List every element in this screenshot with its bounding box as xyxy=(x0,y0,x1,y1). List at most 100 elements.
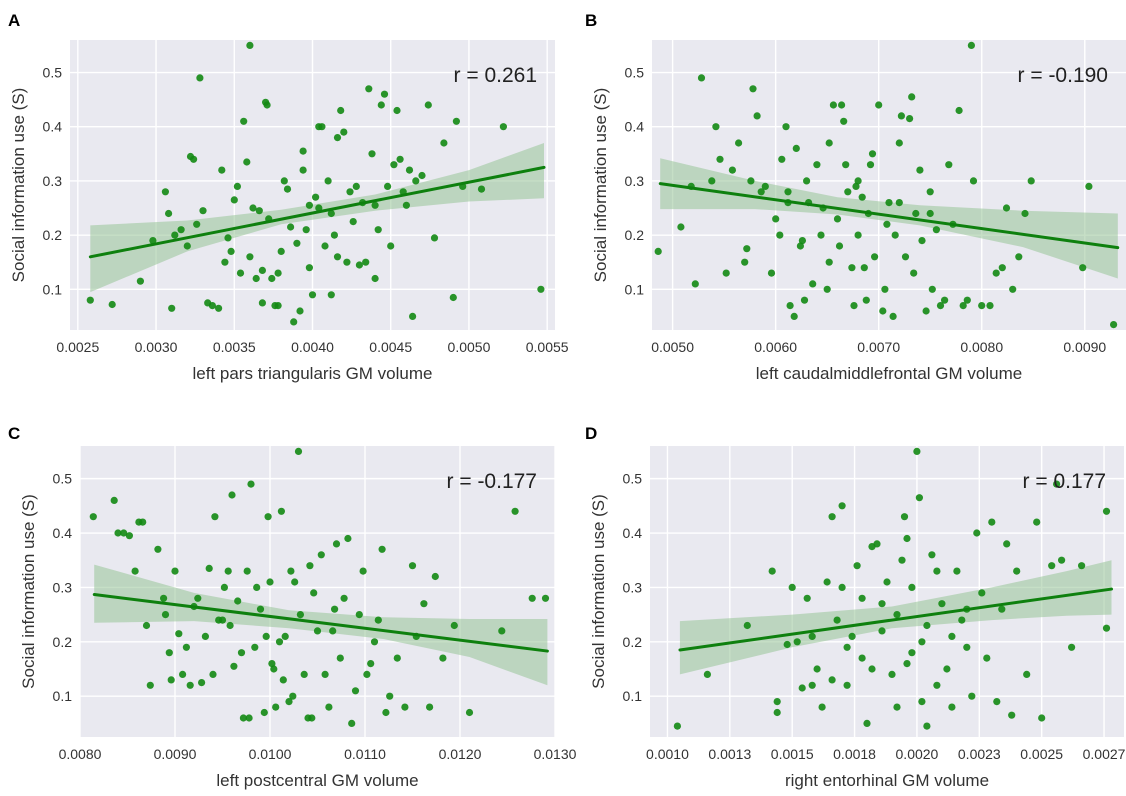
data-point xyxy=(1110,321,1118,329)
data-point xyxy=(431,572,439,581)
data-point xyxy=(440,139,448,147)
data-point xyxy=(895,199,903,207)
data-point xyxy=(346,188,354,196)
data-point xyxy=(268,274,276,283)
data-point xyxy=(793,638,801,646)
data-point xyxy=(888,670,896,679)
data-point xyxy=(691,280,699,288)
data-point xyxy=(327,209,335,218)
x-tick-label: 0.0045 xyxy=(369,339,412,355)
data-point xyxy=(848,632,856,641)
data-point xyxy=(333,134,342,142)
data-point xyxy=(511,507,519,515)
data-point xyxy=(321,670,329,679)
y-axis-label: Social information use (S) xyxy=(589,494,608,689)
data-point xyxy=(193,220,201,228)
data-point xyxy=(790,312,798,320)
x-tick-label: 0.0027 xyxy=(1083,746,1126,762)
data-point xyxy=(747,177,755,185)
data-point xyxy=(266,578,274,586)
x-tick-label: 0.0055 xyxy=(526,339,569,355)
panel-letter: A xyxy=(8,11,20,30)
x-tick-label: 0.0090 xyxy=(1063,339,1106,355)
data-point xyxy=(969,177,978,185)
data-point xyxy=(305,264,313,272)
data-point xyxy=(465,708,474,717)
data-point xyxy=(317,551,325,559)
data-point xyxy=(258,266,266,274)
data-point xyxy=(1009,285,1017,293)
data-point xyxy=(891,231,899,239)
x-tick-label: 0.0023 xyxy=(958,746,1001,762)
data-point xyxy=(289,692,297,700)
data-point xyxy=(825,258,833,266)
data-point xyxy=(933,567,941,575)
data-point xyxy=(897,112,906,120)
data-point xyxy=(828,513,836,521)
data-point xyxy=(332,540,341,548)
data-point xyxy=(988,518,996,526)
data-point xyxy=(165,209,173,218)
y-tick-label: 0.5 xyxy=(43,65,63,81)
data-point xyxy=(208,302,216,310)
data-point xyxy=(854,231,862,239)
data-point xyxy=(234,597,242,605)
data-point xyxy=(873,540,881,548)
data-point xyxy=(818,703,826,711)
x-tick-label: 0.0070 xyxy=(857,339,900,355)
data-point xyxy=(889,312,897,320)
y-tick-label: 0.3 xyxy=(43,173,63,189)
data-point xyxy=(1053,480,1061,488)
data-point xyxy=(283,185,292,193)
data-point xyxy=(260,708,268,717)
data-point xyxy=(716,155,724,163)
data-point xyxy=(287,567,295,575)
data-point xyxy=(268,660,276,668)
data-point xyxy=(211,513,219,521)
data-point xyxy=(840,117,848,125)
data-point xyxy=(833,215,842,223)
data-point xyxy=(792,144,800,152)
data-point xyxy=(426,703,434,711)
data-point xyxy=(310,589,318,597)
data-point xyxy=(1021,209,1029,218)
data-point xyxy=(299,166,307,174)
data-point xyxy=(850,302,858,310)
data-point xyxy=(277,247,285,255)
data-point xyxy=(246,253,254,261)
data-point xyxy=(893,703,901,711)
data-point xyxy=(274,302,282,310)
data-point xyxy=(809,280,817,288)
regression-line xyxy=(92,592,549,653)
data-point xyxy=(879,307,887,315)
data-point xyxy=(860,264,868,272)
data-point xyxy=(362,258,370,266)
data-point xyxy=(277,507,285,515)
data-point xyxy=(285,698,293,706)
data-point xyxy=(844,188,852,196)
data-point xyxy=(378,545,386,553)
data-point xyxy=(325,703,333,711)
data-point xyxy=(300,670,308,679)
y-tick-label: 0.3 xyxy=(625,173,645,189)
data-point xyxy=(1102,507,1111,515)
data-point xyxy=(290,318,298,326)
data-point xyxy=(893,611,901,619)
data-point xyxy=(255,207,263,215)
data-point xyxy=(862,296,870,304)
x-tick-label: 0.0080 xyxy=(59,746,102,762)
data-point xyxy=(251,643,259,651)
data-point xyxy=(697,74,706,82)
data-point xyxy=(743,621,751,630)
data-point xyxy=(110,496,118,504)
correlation-annotation: r = -0.190 xyxy=(1018,64,1108,87)
panel-letter: C xyxy=(8,424,20,443)
x-tick-label: 0.0010 xyxy=(646,746,689,762)
data-point xyxy=(858,594,866,602)
x-tick-label: 0.0015 xyxy=(771,746,814,762)
data-point xyxy=(712,123,720,131)
data-point xyxy=(1008,711,1016,719)
data-point xyxy=(186,681,194,689)
y-axis-label: Social information use (S) xyxy=(19,494,38,689)
y-tick-label: 0.4 xyxy=(623,525,643,541)
